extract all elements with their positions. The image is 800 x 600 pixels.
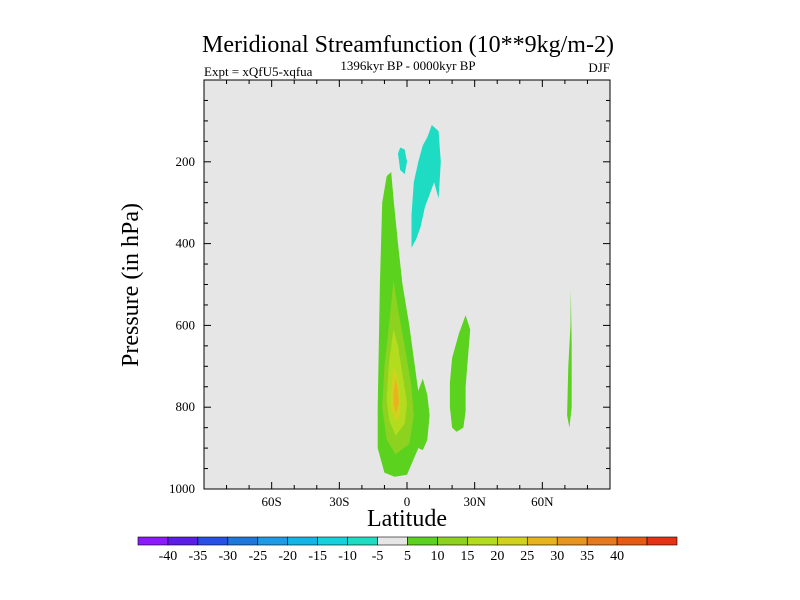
x-tick-label: 0 [404,494,411,509]
colorbar-swatch [467,536,498,546]
colorbar-swatch [526,536,558,546]
colorbar-label: -20 [278,549,297,564]
chart-subtitle-right: DJF [588,60,610,75]
colorbar-label: 40 [610,549,624,564]
colorbar-swatch [347,536,378,546]
x-tick-label: 30N [463,494,486,509]
x-tick-label: 60N [531,494,554,509]
colorbar-swatch [646,536,678,546]
contour-region-equatorial-positive-cell [416,378,430,451]
chart-title: Meridional Streamfunction (10**9kg/m-2) [202,32,614,58]
colorbar-swatch [377,536,408,546]
y-tick-label: 400 [176,236,196,251]
colorbar-swatch [317,536,348,546]
colorbar-label: 30 [550,549,564,564]
contour-region-nh-subtropical-positive-cell [449,315,471,432]
colorbar-swatch [227,536,259,546]
colorbar: -40 -35 -30 -25 -20 -15 -10 -5 5 10 15 20 25 30 35 40 [137,536,678,564]
colorbar-swatch [167,536,199,546]
colorbar-swatch [257,536,289,546]
y-tick-label: 800 [176,399,196,414]
colorbar-label: 15 [460,549,474,564]
colorbar-swatch [556,536,588,546]
y-tick-label: 200 [176,154,196,169]
colorbar-swatch [197,536,229,546]
contour-regions [377,125,572,477]
colorbar-label: 25 [520,549,534,564]
chart-subtitle-center: 1396kyr BP - 0000kyr BP [340,58,475,73]
contour-region-sh-positive-cell-level-25 [393,378,400,414]
colorbar-label: 35 [580,549,594,564]
colorbar-swatch [437,536,468,546]
colorbar-label: -25 [248,549,267,564]
contour-region-upper-negative-cell [411,125,441,248]
y-tick-label: 1000 [169,481,195,496]
y-axis-label: Pressure (in hPa) [118,203,144,367]
colorbar-label: -5 [372,549,384,564]
colorbar-label: 5 [404,549,411,564]
colorbar-label: -40 [159,549,178,564]
colorbar-label: 10 [430,549,444,564]
colorbar-swatch [586,536,618,546]
contour-region-nh-highlat-positive-cell [567,288,572,428]
colorbar-label: -30 [218,549,237,564]
colorbar-swatch [497,536,528,546]
y-tick-label: 600 [176,317,196,332]
x-tick-label: 60S [262,494,282,509]
colorbar-label: -15 [308,549,327,564]
contour-region-upper-negative-patch [398,147,407,175]
colorbar-label: -10 [338,549,357,564]
colorbar-swatch [616,536,648,546]
axes: 60S 30S 0 30N 60N 200 400 600 800 1000 [169,80,611,509]
colorbar-label: -35 [189,549,208,564]
colorbar-label: 20 [490,549,504,564]
colorbar-swatch [137,536,169,546]
colorbar-swatch [407,536,438,546]
x-tick-label: 30S [329,494,349,509]
chart-subtitle-left: Expt = xQfU5-xqfua [204,64,313,79]
colorbar-swatch [287,536,318,546]
x-axis-label: Latitude [367,506,447,532]
